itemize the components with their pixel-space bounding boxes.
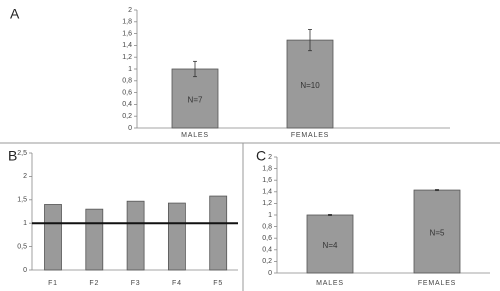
y-tick-label: 1 xyxy=(23,220,27,227)
y-tick-label: 0 xyxy=(128,125,132,132)
bar-label: N=5 xyxy=(430,229,445,238)
y-tick-label: 2 xyxy=(128,7,132,14)
x-tick-label: F2 xyxy=(89,280,99,287)
y-tick-label: 0,8 xyxy=(262,223,272,230)
bar-label: N=7 xyxy=(188,96,203,105)
y-tick-label: 1,5 xyxy=(17,197,27,204)
bar xyxy=(85,208,104,271)
bar-label: N=4 xyxy=(323,241,338,250)
y-tick-label: 1 xyxy=(128,66,132,73)
bar xyxy=(44,204,62,271)
y-tick-label: 0,6 xyxy=(262,235,272,242)
x-tick-label: FEMALES xyxy=(418,280,456,287)
y-tick-label: 1,6 xyxy=(122,30,132,37)
bar xyxy=(413,189,461,274)
bar xyxy=(209,195,228,271)
bar xyxy=(126,200,145,271)
y-tick-label: 1,2 xyxy=(262,200,272,207)
y-tick-label: 0,4 xyxy=(122,101,132,108)
y-tick-label: 0,4 xyxy=(262,247,272,254)
y-tick-label: 1,2 xyxy=(122,54,132,61)
y-tick-label: 0,2 xyxy=(122,113,132,120)
x-tick-label: FEMALES xyxy=(291,132,329,139)
bar xyxy=(167,202,186,271)
panel-label: B xyxy=(8,148,17,164)
y-tick-label: 2 xyxy=(268,154,272,161)
panel-label: C xyxy=(256,148,266,164)
x-tick-label: MALES xyxy=(181,132,209,139)
y-tick-label: 1,4 xyxy=(262,189,272,196)
bar xyxy=(171,68,219,129)
x-tick-label: F3 xyxy=(131,280,141,287)
x-tick-label: F5 xyxy=(213,280,223,287)
y-tick-label: 2,5 xyxy=(17,150,27,157)
y-tick-label: 0 xyxy=(268,270,272,277)
y-tick-label: 0 xyxy=(23,267,27,274)
y-tick-label: 0,8 xyxy=(122,78,132,85)
x-tick-label: F4 xyxy=(172,280,182,287)
x-tick-label: F1 xyxy=(48,280,58,287)
x-tick-label: MALES xyxy=(316,280,344,287)
y-tick-label: 0,6 xyxy=(122,89,132,96)
y-tick-label: 0,2 xyxy=(262,258,272,265)
y-tick-label: 0,5 xyxy=(17,243,27,250)
bar-label: N=10 xyxy=(300,81,320,90)
y-tick-label: 1,8 xyxy=(262,165,272,172)
y-tick-label: 1 xyxy=(268,212,272,219)
bar xyxy=(306,214,354,274)
panel-label: A xyxy=(10,6,20,22)
y-tick-label: 1,8 xyxy=(122,19,132,26)
y-tick-label: 1,4 xyxy=(122,42,132,49)
y-tick-label: 2 xyxy=(23,173,27,180)
y-tick-label: 1,6 xyxy=(262,177,272,184)
